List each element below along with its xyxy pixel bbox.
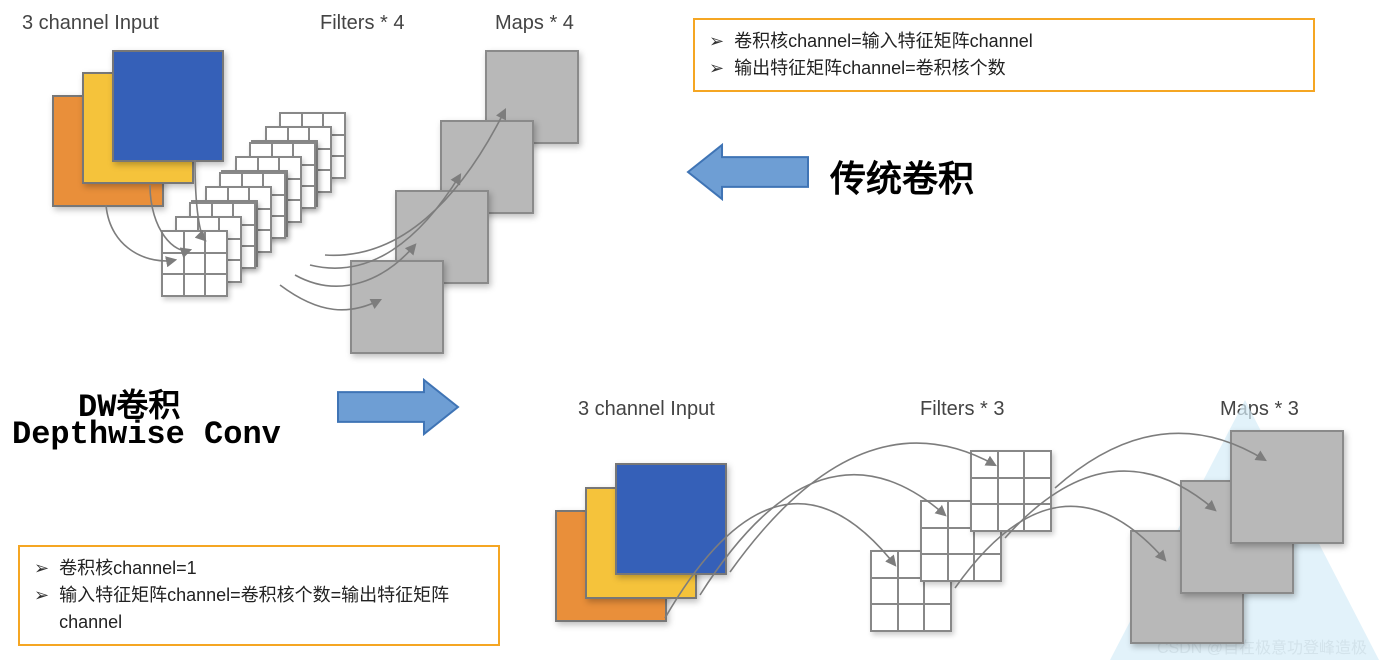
chevron-icon: ➢ — [34, 555, 49, 582]
label-bot-maps: Maps * 3 — [1220, 398, 1299, 421]
callout-traditional: ➢ 卷积核channel=输入特征矩阵channel ➢ 输出特征矩阵channel… — [693, 18, 1315, 92]
label-bot-input: 3 channel Input — [578, 398, 715, 421]
top-input-2 — [112, 50, 224, 162]
callout-line: 卷积核channel=1 — [59, 555, 197, 582]
heading-traditional: 传统卷积 — [830, 150, 974, 202]
bot-map-2 — [1230, 430, 1344, 544]
bot-filter-2 — [970, 450, 1052, 532]
heading-dw2: Depthwise Conv — [12, 416, 281, 453]
bot-input-2 — [615, 463, 727, 575]
label-top-maps: Maps * 4 — [495, 12, 574, 35]
label-top-filters: Filters * 4 — [320, 12, 404, 35]
top-map-3 — [350, 260, 444, 354]
callout-line: 卷积核channel=输入特征矩阵channel — [734, 28, 1033, 55]
chevron-icon: ➢ — [709, 55, 724, 82]
callout-line: 输入特征矩阵channel=卷积核个数=输出特征矩阵channel — [59, 582, 484, 636]
callout-depthwise: ➢卷积核channel=1 ➢输入特征矩阵channel=卷积核个数=输出特征矩… — [18, 545, 500, 646]
chevron-icon: ➢ — [34, 582, 49, 636]
callout-line: 输出特征矩阵channel=卷积核个数 — [734, 55, 1006, 82]
top-filter-0-0 — [161, 230, 228, 297]
label-bot-filters: Filters * 3 — [920, 398, 1004, 421]
chevron-icon: ➢ — [709, 28, 724, 55]
label-top-input: 3 channel Input — [22, 12, 159, 35]
